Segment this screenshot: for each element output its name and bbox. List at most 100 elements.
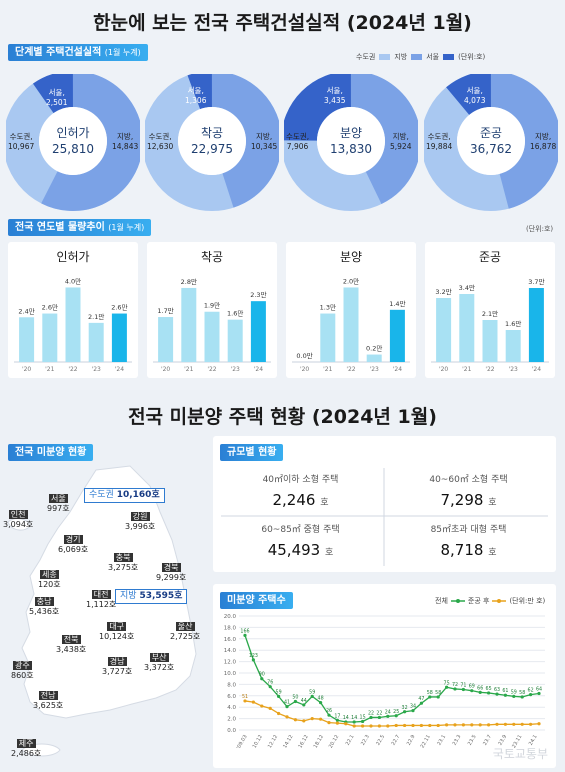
unsold-chart-panel: 미분양 주택수 전체 준공 후 (단위:만 호) 0.0 2.0 4.0 6.0 8.0… [213,584,556,768]
bar-category-label: '21 [184,366,193,373]
donut-complete-hole [457,107,525,175]
region-gyeongbuk: 경북 9,299호 [156,563,187,582]
line-point-label: 123 [249,653,258,659]
line-point [537,691,541,696]
donut-start-seoul-label: 서울, 1,306 [185,86,207,105]
line-point [268,685,272,689]
bar-category-label: '24 [393,366,402,373]
line-point-label: 76 [267,680,273,686]
line-point-label: 90 [259,672,265,678]
bar-mark [320,313,336,362]
line-point-label: 32 [402,705,408,711]
region-gwangju: 광주 860호 [11,661,34,680]
line-point-label: 59 [276,689,282,695]
line-point [386,714,390,718]
line-legend-after-label: 준공 후 [467,597,490,605]
region-incheon: 인천 3,094호 [3,510,34,529]
region-sejong: 세종 120호 [38,570,61,589]
bar-value-label: 2.6만 [111,303,127,312]
bar-mark [204,311,220,362]
line-x-tick: 23.7 [482,734,493,747]
donut-start-total: 22,975 [191,142,233,156]
region-chungbuk: 충북 3,275호 [108,553,139,572]
line-y-tick: 4.0 [227,705,236,711]
line-point [411,709,415,713]
bar-value-label: 2.4만 [18,306,34,315]
donut-complete-jibang-label: 지방, 16,878 [530,132,557,151]
donut-start-seoul-arc [187,74,213,110]
line-point [520,722,524,726]
line-y-tick: 16.0 [224,637,237,643]
region-daegu: 대구 10,124호 [99,622,135,641]
line-series-0 [244,635,540,723]
size-cell-1: 40㎡이하 소형 주택 2,246 호 [262,475,339,509]
donut-sale-jibang-arc [350,74,418,205]
donut-start-sudo-label: 수도권, 12,630 [147,132,174,151]
donut-complete-seoul-arc [446,74,492,116]
line-point [512,694,516,698]
construction-section: 한눈에 보는 전국 주택건설실적 (2024년 1월) 단계별 주택건설실적 (… [0,0,565,390]
bar-mark [528,288,544,362]
line-point [436,723,440,728]
donut-sale: 분양 13,830 서울, 3,435 수도권, 7,906 지방, 5,924 [284,74,418,214]
line-x-tick: 23.5 [467,734,478,747]
bottom-title: 전국 미분양 주택 현황 (2024년 1월) [128,406,437,428]
line-unit: (단위:만 호) [509,597,546,605]
line-point [302,703,306,707]
line-point [453,687,457,691]
bar-category-label: '22 [207,366,216,373]
donut-sale-title: 분양 [339,126,363,140]
donut-permit-seoul-arc [32,74,74,114]
bar-value-label: 1.4만 [389,299,405,308]
line-point-label: 25 [393,709,399,715]
legend-jibang-label: 지방 [394,53,408,61]
bar-value-label: 1.6만 [505,319,521,328]
line-x-tick: 10.12 [252,734,264,749]
bar-value-label: 2.1만 [482,309,498,318]
donut-permit-total: 25,810 [52,142,94,156]
line-point [260,704,264,708]
line-point-label: 58 [427,690,433,696]
line-x-tick: 22.9 [406,734,417,747]
bar-start-title: 착공 [200,250,224,264]
line-point [529,693,533,697]
line-point-label: 41 [284,700,290,706]
line-point [293,699,297,704]
bar-category-label: '20 [22,366,31,373]
bar-mark [111,313,127,362]
donut-complete-sudo-label: 수도권, 19,884 [426,132,453,151]
donut-sale-seoul-arc [284,74,352,142]
bar-category-label: '24 [254,366,263,373]
region-seoul: 서울 997호 [47,494,70,513]
region-gangwon: 강원 3,996호 [125,512,156,531]
stage-tag-note: (1월 누계) [104,48,141,57]
line-point-label: 66 [477,685,483,691]
bar-category-label: '20 [161,366,170,373]
unsold-line-svg: 0.0 2.0 4.0 6.0 8.0 10.0 12.0 14.0 16.0 18.0 20.0 1… [224,614,545,751]
bar-mark [389,309,405,362]
trend-tag: 전국 연도별 물량추이 (1월 누계) [8,219,152,236]
region-daejeon: 대전 1,112호 [86,590,117,609]
donut-sale-hole [317,107,385,175]
line-point [419,701,423,705]
bar-sale-title: 분양 [339,250,363,264]
line-point-label: 15 [360,714,366,720]
top-title: 한눈에 보는 전국 주택건설실적 (2024년 1월) [93,12,472,34]
donut-permit-seoul-label: 서울, 2,501 [46,88,68,107]
line-x-tick: 16.12 [297,734,309,749]
line-point-label: 24 [385,709,391,715]
korea-map [7,465,197,757]
line-y-tick: 2.0 [227,717,236,723]
line-point [277,711,281,716]
donut-start-hole [178,107,246,175]
line-point [411,723,415,728]
line-point [537,722,541,726]
line-point [403,723,407,728]
bar-complete-title: 준공 [478,250,502,264]
bar-value-label: 3.4만 [459,283,475,292]
line-x-tick: 22.3 [360,734,371,747]
donut-start-title: 착공 [200,126,224,140]
donut-start: 착공 22,975 서울, 1,306 수도권, 12,630 지방, 10,345 [145,74,279,214]
bar-category-label: '20 [300,366,309,373]
line-point [377,724,381,728]
